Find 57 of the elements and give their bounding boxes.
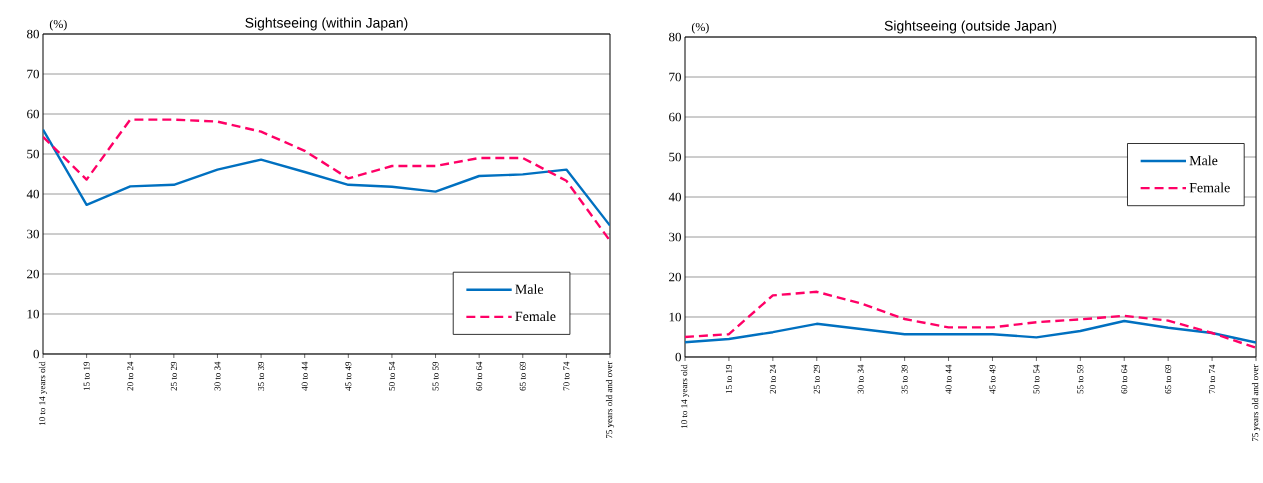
x-tick-label: 10 to 14 years old (38, 361, 48, 425)
y-tick-label: 80 (27, 29, 39, 39)
legend-label: Male (515, 284, 544, 294)
y-tick-label: 30 (669, 232, 681, 242)
y-tick-label: 40 (668, 192, 681, 202)
x-tick-label: 55 to 59 (432, 361, 439, 391)
x-tick-label: 15 to 19 (725, 364, 732, 394)
y-tick-label: 60 (27, 109, 39, 119)
y-tick-label: 40 (26, 189, 39, 199)
x-tick-label: 45 to 49 (345, 361, 352, 391)
x-tick-label: 20 to 24 (127, 361, 134, 391)
x-tick-label: 70 to 74 (1209, 364, 1216, 394)
x-tick-label: 30 to 34 (214, 361, 221, 391)
x-tick-label: 60 to 64 (1121, 364, 1128, 394)
line-series (43, 128, 611, 227)
x-tick-label: 40 to 44 (945, 364, 952, 394)
x-tick-label: 40 to 44 (301, 361, 308, 391)
legend-label: Female (515, 311, 556, 322)
x-tick-label: 75 years old and over (605, 361, 615, 439)
x-tick-label: 35 to 39 (258, 361, 265, 391)
y-tick-label: 30 (27, 229, 39, 239)
y-tick-label: 50 (669, 152, 681, 162)
y-tick-label: 10 (27, 309, 39, 319)
x-tick-label: 15 to 19 (83, 361, 90, 391)
y-tick-label: 60 (669, 112, 681, 122)
y-tick-label: 0 (33, 349, 39, 359)
y-axis-title: (%) (49, 19, 67, 31)
x-tick-label: 65 to 69 (519, 361, 526, 391)
y-tick-label: 20 (669, 272, 681, 282)
line-series (685, 290, 1257, 349)
x-tick-label: 30 to 34 (857, 364, 864, 394)
x-tick-label: 20 to 24 (769, 364, 776, 394)
y-tick-label: 0 (675, 352, 681, 362)
y-tick-label: 50 (27, 149, 39, 159)
x-tick-label: 50 to 54 (1033, 364, 1040, 394)
legend-label: Female (1189, 182, 1230, 193)
x-tick-label: 25 to 29 (813, 364, 820, 394)
x-tick-label: 50 to 54 (388, 361, 395, 391)
x-tick-label: 45 to 49 (989, 364, 996, 394)
y-tick-label: 10 (669, 312, 681, 322)
chart-title: Sightseeing (within Japan) (245, 17, 408, 31)
y-tick-label: 80 (669, 32, 681, 42)
x-tick-label: 10 to 14 years old (680, 364, 690, 428)
y-axis-title: (%) (691, 22, 709, 34)
x-tick-label: 75 years old and over (1251, 364, 1261, 442)
x-tick-label: 55 to 59 (1077, 364, 1084, 394)
y-tick-label: 70 (669, 72, 681, 82)
chart-title: Sightseeing (outside Japan) (884, 20, 1057, 34)
x-tick-label: 25 to 29 (170, 361, 177, 391)
x-tick-label: 35 to 39 (901, 364, 908, 394)
legend-label: Male (1189, 155, 1218, 166)
x-tick-label: 60 to 64 (476, 361, 483, 391)
line-series (43, 118, 611, 242)
y-tick-label: 20 (27, 269, 39, 279)
y-tick-label: 70 (27, 69, 39, 79)
x-tick-label: 65 to 69 (1165, 364, 1172, 394)
x-tick-label: 70 to 74 (563, 361, 570, 391)
